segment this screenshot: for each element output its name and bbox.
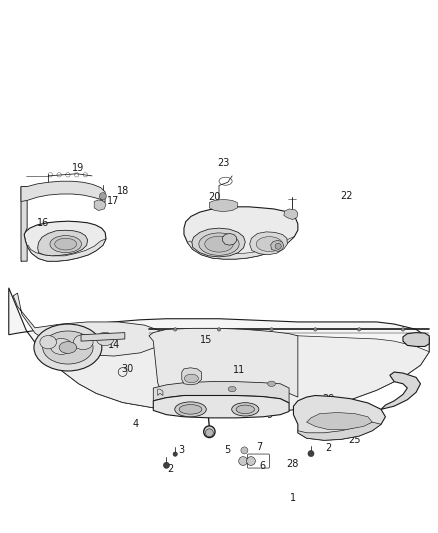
Text: 3: 3 [179, 446, 185, 455]
Ellipse shape [228, 386, 236, 392]
Circle shape [401, 328, 405, 331]
Polygon shape [223, 233, 237, 245]
Text: 18: 18 [117, 186, 130, 196]
Circle shape [173, 452, 177, 456]
Text: 13: 13 [169, 390, 181, 399]
Circle shape [308, 450, 314, 457]
Text: 29: 29 [322, 394, 335, 403]
Circle shape [217, 328, 221, 331]
Text: 30: 30 [121, 364, 133, 374]
Polygon shape [403, 333, 429, 346]
Text: 20: 20 [208, 192, 221, 202]
Polygon shape [153, 382, 289, 403]
Polygon shape [284, 209, 298, 220]
Text: 21: 21 [272, 240, 284, 250]
Polygon shape [381, 372, 420, 409]
Ellipse shape [34, 324, 102, 371]
Text: 26: 26 [360, 416, 372, 426]
Circle shape [173, 328, 177, 331]
Text: 17: 17 [107, 197, 119, 206]
Ellipse shape [205, 429, 213, 437]
Text: 15: 15 [200, 335, 212, 345]
Polygon shape [250, 232, 287, 255]
Polygon shape [38, 230, 88, 256]
Circle shape [247, 457, 255, 465]
Text: 28: 28 [286, 459, 299, 469]
Polygon shape [44, 333, 429, 411]
Circle shape [270, 328, 273, 331]
Polygon shape [293, 395, 385, 440]
Polygon shape [298, 422, 381, 440]
Ellipse shape [236, 405, 254, 414]
Circle shape [275, 243, 281, 249]
Text: 1: 1 [290, 494, 297, 503]
Text: 25: 25 [349, 435, 361, 445]
Circle shape [314, 328, 317, 331]
Polygon shape [192, 228, 245, 257]
Polygon shape [184, 207, 298, 259]
Text: 10: 10 [226, 389, 238, 398]
Text: 2: 2 [168, 464, 174, 474]
Text: 19: 19 [72, 163, 84, 173]
Ellipse shape [59, 342, 77, 353]
Circle shape [239, 457, 247, 465]
Circle shape [357, 328, 361, 331]
Text: 4: 4 [133, 419, 139, 429]
Circle shape [99, 192, 106, 200]
Text: 23: 23 [217, 158, 230, 167]
Polygon shape [27, 239, 106, 261]
Text: 14: 14 [108, 341, 120, 350]
Text: 7: 7 [256, 442, 262, 451]
Text: 11: 11 [233, 366, 245, 375]
Text: 16: 16 [37, 218, 49, 228]
Ellipse shape [232, 403, 259, 416]
Text: 12: 12 [184, 375, 197, 384]
Circle shape [241, 447, 248, 454]
Polygon shape [21, 187, 27, 261]
Ellipse shape [204, 426, 215, 438]
Text: 27: 27 [348, 401, 360, 411]
Ellipse shape [175, 402, 206, 417]
Ellipse shape [55, 238, 77, 250]
Text: 22: 22 [340, 191, 352, 201]
Polygon shape [9, 288, 429, 411]
Polygon shape [81, 333, 125, 341]
Text: 2: 2 [325, 443, 332, 453]
Ellipse shape [40, 336, 57, 349]
Polygon shape [21, 181, 105, 203]
Polygon shape [24, 221, 106, 261]
Ellipse shape [268, 381, 276, 386]
Ellipse shape [50, 236, 81, 253]
Polygon shape [182, 368, 201, 385]
Ellipse shape [96, 333, 114, 345]
Text: 6: 6 [260, 462, 266, 471]
Ellipse shape [50, 338, 72, 354]
Circle shape [163, 462, 170, 469]
Polygon shape [209, 199, 237, 212]
Polygon shape [13, 293, 166, 356]
Ellipse shape [73, 335, 93, 350]
Polygon shape [307, 413, 372, 430]
Polygon shape [187, 237, 294, 259]
Text: 5: 5 [225, 446, 231, 455]
Polygon shape [149, 328, 298, 401]
Ellipse shape [199, 233, 239, 255]
Polygon shape [153, 395, 289, 418]
Text: 9: 9 [266, 410, 272, 419]
Ellipse shape [205, 236, 233, 252]
Ellipse shape [42, 331, 93, 364]
Polygon shape [271, 240, 284, 252]
Ellipse shape [184, 374, 198, 383]
Ellipse shape [256, 237, 283, 252]
Polygon shape [94, 200, 106, 211]
Ellipse shape [179, 405, 202, 414]
